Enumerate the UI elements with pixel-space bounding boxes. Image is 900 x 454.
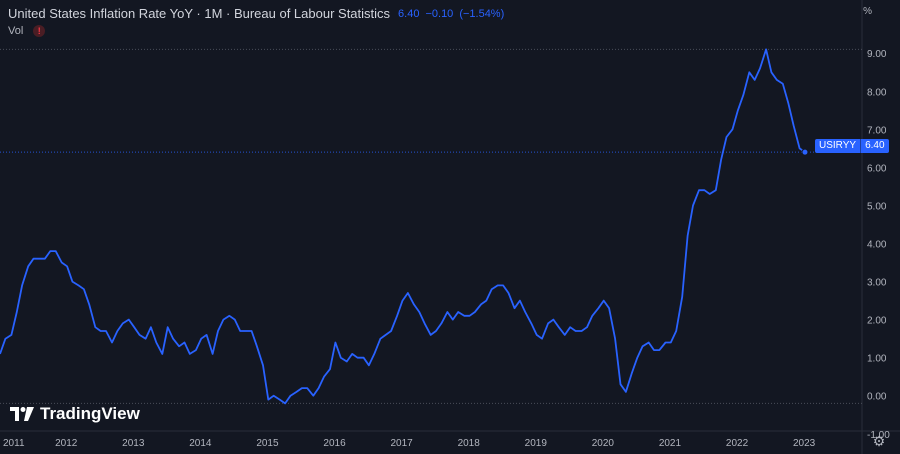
change-percent: (−1.54%) (459, 7, 505, 20)
vol-label: Vol (8, 25, 24, 37)
x-tick-label: 2018 (458, 438, 481, 449)
chart-legend: United States Inflation Rate YoY · 1M · … (8, 6, 504, 21)
x-tick-label: 2012 (55, 438, 78, 449)
inflation-series-line (0, 48, 806, 405)
y-tick-label: 1.00 (867, 354, 887, 365)
x-tick-label: 2022 (726, 438, 749, 449)
y-tick-label: 0.00 (867, 392, 887, 403)
warning-icon[interactable]: ! (33, 25, 46, 37)
x-tick-label: 2016 (323, 438, 346, 449)
x-tick-label: 2015 (256, 438, 279, 449)
tradingview-logo[interactable]: TradingView (10, 404, 140, 424)
chart-title: United States Inflation Rate YoY · 1M · … (8, 6, 391, 21)
x-tick-label: 2023 (793, 438, 816, 449)
x-tick-label: 2019 (525, 438, 548, 449)
symbol-label: USIRYY (815, 139, 861, 153)
change-value: −0.10 (425, 7, 454, 20)
settings-icon[interactable]: ⚙ (872, 433, 886, 449)
y-tick-label: 4.00 (867, 240, 887, 251)
x-tick-label: 2017 (390, 438, 413, 449)
tradingview-logo-icon (10, 407, 34, 421)
y-tick-label: 6.00 (867, 163, 887, 174)
unit-label: % (863, 6, 872, 17)
y-tick-label: 7.00 (867, 125, 887, 136)
y-tick-label: 2.00 (867, 316, 887, 327)
x-tick-label: 2021 (659, 438, 682, 449)
current-value: 6.40 (860, 139, 889, 153)
last-value: 6.40 (398, 7, 420, 20)
y-tick-label: 3.00 (867, 278, 887, 289)
y-tick-label: -1.00 (867, 430, 890, 441)
x-tick-label: 2020 (592, 438, 615, 449)
x-tick-label: 2011 (3, 438, 25, 449)
last-point-marker (801, 148, 809, 156)
logo-text: TradingView (40, 404, 140, 423)
y-tick-label: 5.00 (867, 201, 887, 212)
x-tick-label: 2013 (122, 438, 145, 449)
y-tick-label: 9.00 (867, 49, 887, 60)
y-tick-label: 8.00 (867, 87, 887, 98)
current-value-tag: USIRYY 6.40 (815, 139, 889, 153)
legend-values: 6.40 −0.10 (−1.54%) (398, 8, 504, 20)
x-tick-label: 2014 (189, 438, 212, 449)
volume-row[interactable]: Vol ! (8, 25, 46, 37)
